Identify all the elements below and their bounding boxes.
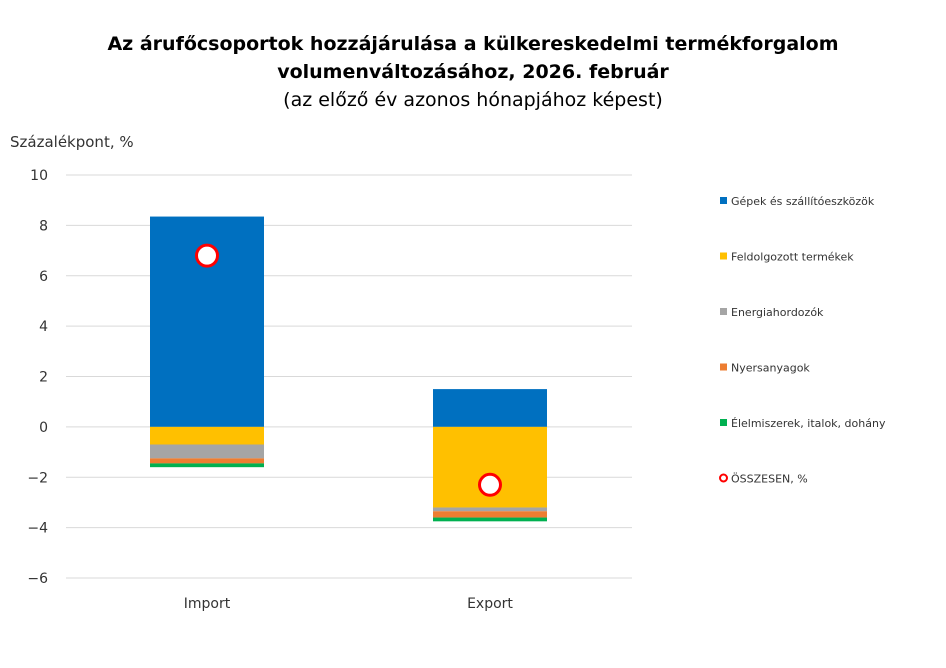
- bar-export-series-0: [433, 389, 547, 427]
- legend-swatch: [720, 363, 727, 371]
- legend-swatch: [720, 419, 727, 426]
- bar-export-series-4: [433, 517, 547, 522]
- chart-title-block: Az árufőcsoportok hozzájárulása a külker…: [0, 30, 946, 114]
- y-axis-label: Százalékpont, %: [10, 133, 134, 151]
- y-tick-label: −4: [27, 521, 48, 537]
- x-category-label: Export: [467, 596, 513, 612]
- chart-title: Az árufőcsoportok hozzájárulása a külker…: [107, 33, 839, 83]
- legend-label: Feldolgozott termékek: [731, 251, 854, 264]
- legend-total-marker: [719, 473, 728, 483]
- chart-subtitle: (az előző év azonos hónapjához képest): [283, 89, 663, 111]
- legend-label: Élelmiszerek, italok, dohány: [731, 417, 886, 430]
- legend-swatch: [720, 197, 727, 204]
- legend-label: Nyersanyagok: [731, 362, 810, 375]
- bar-export-series-3: [433, 511, 547, 518]
- legend-label: Energiahordozók: [731, 306, 824, 319]
- bar-import-series-1: [150, 426, 264, 445]
- y-tick-label: 0: [39, 420, 48, 436]
- bar-import-series-3: [150, 458, 264, 464]
- bar-import-series-4: [150, 463, 264, 468]
- y-tick-label: 10: [30, 168, 48, 184]
- y-tick-label: −6: [27, 571, 48, 587]
- x-category-label: Import: [184, 596, 231, 612]
- legend-label: ÖSSZESEN, %: [731, 473, 808, 486]
- legend-swatch: [720, 252, 727, 260]
- y-tick-label: 2: [39, 370, 48, 386]
- legend-swatch: [720, 308, 727, 315]
- total-marker-export: [478, 472, 502, 497]
- y-tick-label: 8: [39, 218, 48, 234]
- y-tick-label: 6: [39, 269, 48, 285]
- legend-label: Gépek és szállítóeszközök: [731, 195, 875, 208]
- total-marker-import: [195, 243, 219, 268]
- bar-import-series-2: [150, 444, 264, 459]
- y-tick-label: −2: [27, 470, 48, 486]
- bar-export-series-2: [433, 507, 547, 512]
- y-tick-label: 4: [39, 319, 48, 335]
